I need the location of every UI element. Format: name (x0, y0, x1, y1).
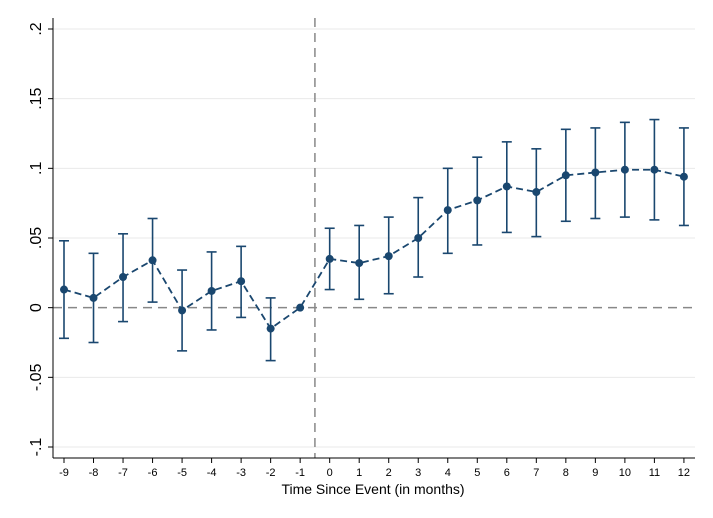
data-point (178, 306, 187, 315)
data-point (591, 168, 600, 177)
x-tick-label: 0 (327, 467, 333, 479)
data-point (148, 256, 157, 265)
reference-lines (53, 18, 695, 458)
x-tick-label: -9 (59, 467, 69, 479)
data-point (119, 273, 128, 282)
x-tick-label: 7 (533, 467, 539, 479)
x-tick-label: 11 (649, 467, 660, 479)
y-tick-label: -.05 (28, 363, 45, 391)
data-point (532, 188, 541, 197)
y-tick-label: .05 (28, 227, 45, 249)
y-tick-label: .15 (28, 87, 45, 109)
data-point (60, 285, 68, 294)
data-point (620, 165, 629, 174)
x-tick-label: 2 (386, 467, 392, 479)
x-tick-label: 8 (563, 467, 569, 479)
x-axis-title: Time Since Event (in months) (281, 481, 464, 497)
data-point (473, 196, 482, 205)
x-tick-label: 1 (356, 467, 362, 479)
x-tick-label: 6 (504, 467, 510, 479)
series-line (63, 168, 685, 330)
data-point (355, 259, 364, 268)
data-points (60, 165, 688, 333)
y-tick-label: -.1 (28, 438, 45, 457)
data-point (237, 277, 246, 286)
data-point (414, 234, 423, 242)
x-axis: -9 -8 -7 -6 -5 -4 -3 -2 -1 0 1 2 3 4 5 6 7 8 9 10 11 12 (53, 457, 695, 479)
data-point (325, 254, 334, 263)
x-tick-label: -1 (295, 467, 305, 479)
x-tick-label: 10 (619, 467, 631, 479)
data-point (89, 293, 98, 302)
x-tick-label: -8 (89, 467, 99, 479)
grid-lines (53, 28, 695, 448)
x-tick-label: -6 (148, 467, 158, 479)
x-tick-label: -7 (118, 467, 128, 479)
series-path (63, 168, 685, 330)
y-tick-label: .2 (28, 22, 45, 35)
data-point (296, 303, 305, 312)
error-bars (59, 118, 689, 362)
data-point (650, 165, 659, 174)
y-tick-label: .1 (28, 162, 45, 175)
x-tick-label: -2 (266, 467, 276, 479)
data-point (266, 324, 275, 333)
x-tick-label: -3 (236, 467, 246, 479)
x-tick-label: 5 (474, 467, 480, 479)
data-point (502, 182, 511, 191)
x-tick-label: 3 (415, 467, 421, 479)
y-tick-label: 0 (28, 303, 45, 312)
x-tick-label: 9 (592, 467, 598, 479)
y-axis: -.1 -.05 0 .05 .1 .15 .2 (28, 18, 54, 458)
data-point (561, 171, 570, 180)
x-tick-label: 4 (445, 467, 451, 479)
data-point (207, 286, 216, 295)
data-point (679, 172, 688, 181)
x-tick-label: -4 (207, 467, 217, 479)
data-point (384, 252, 393, 261)
data-point (443, 206, 452, 215)
x-tick-label: -5 (177, 467, 187, 479)
x-tick-label: 12 (678, 467, 690, 479)
